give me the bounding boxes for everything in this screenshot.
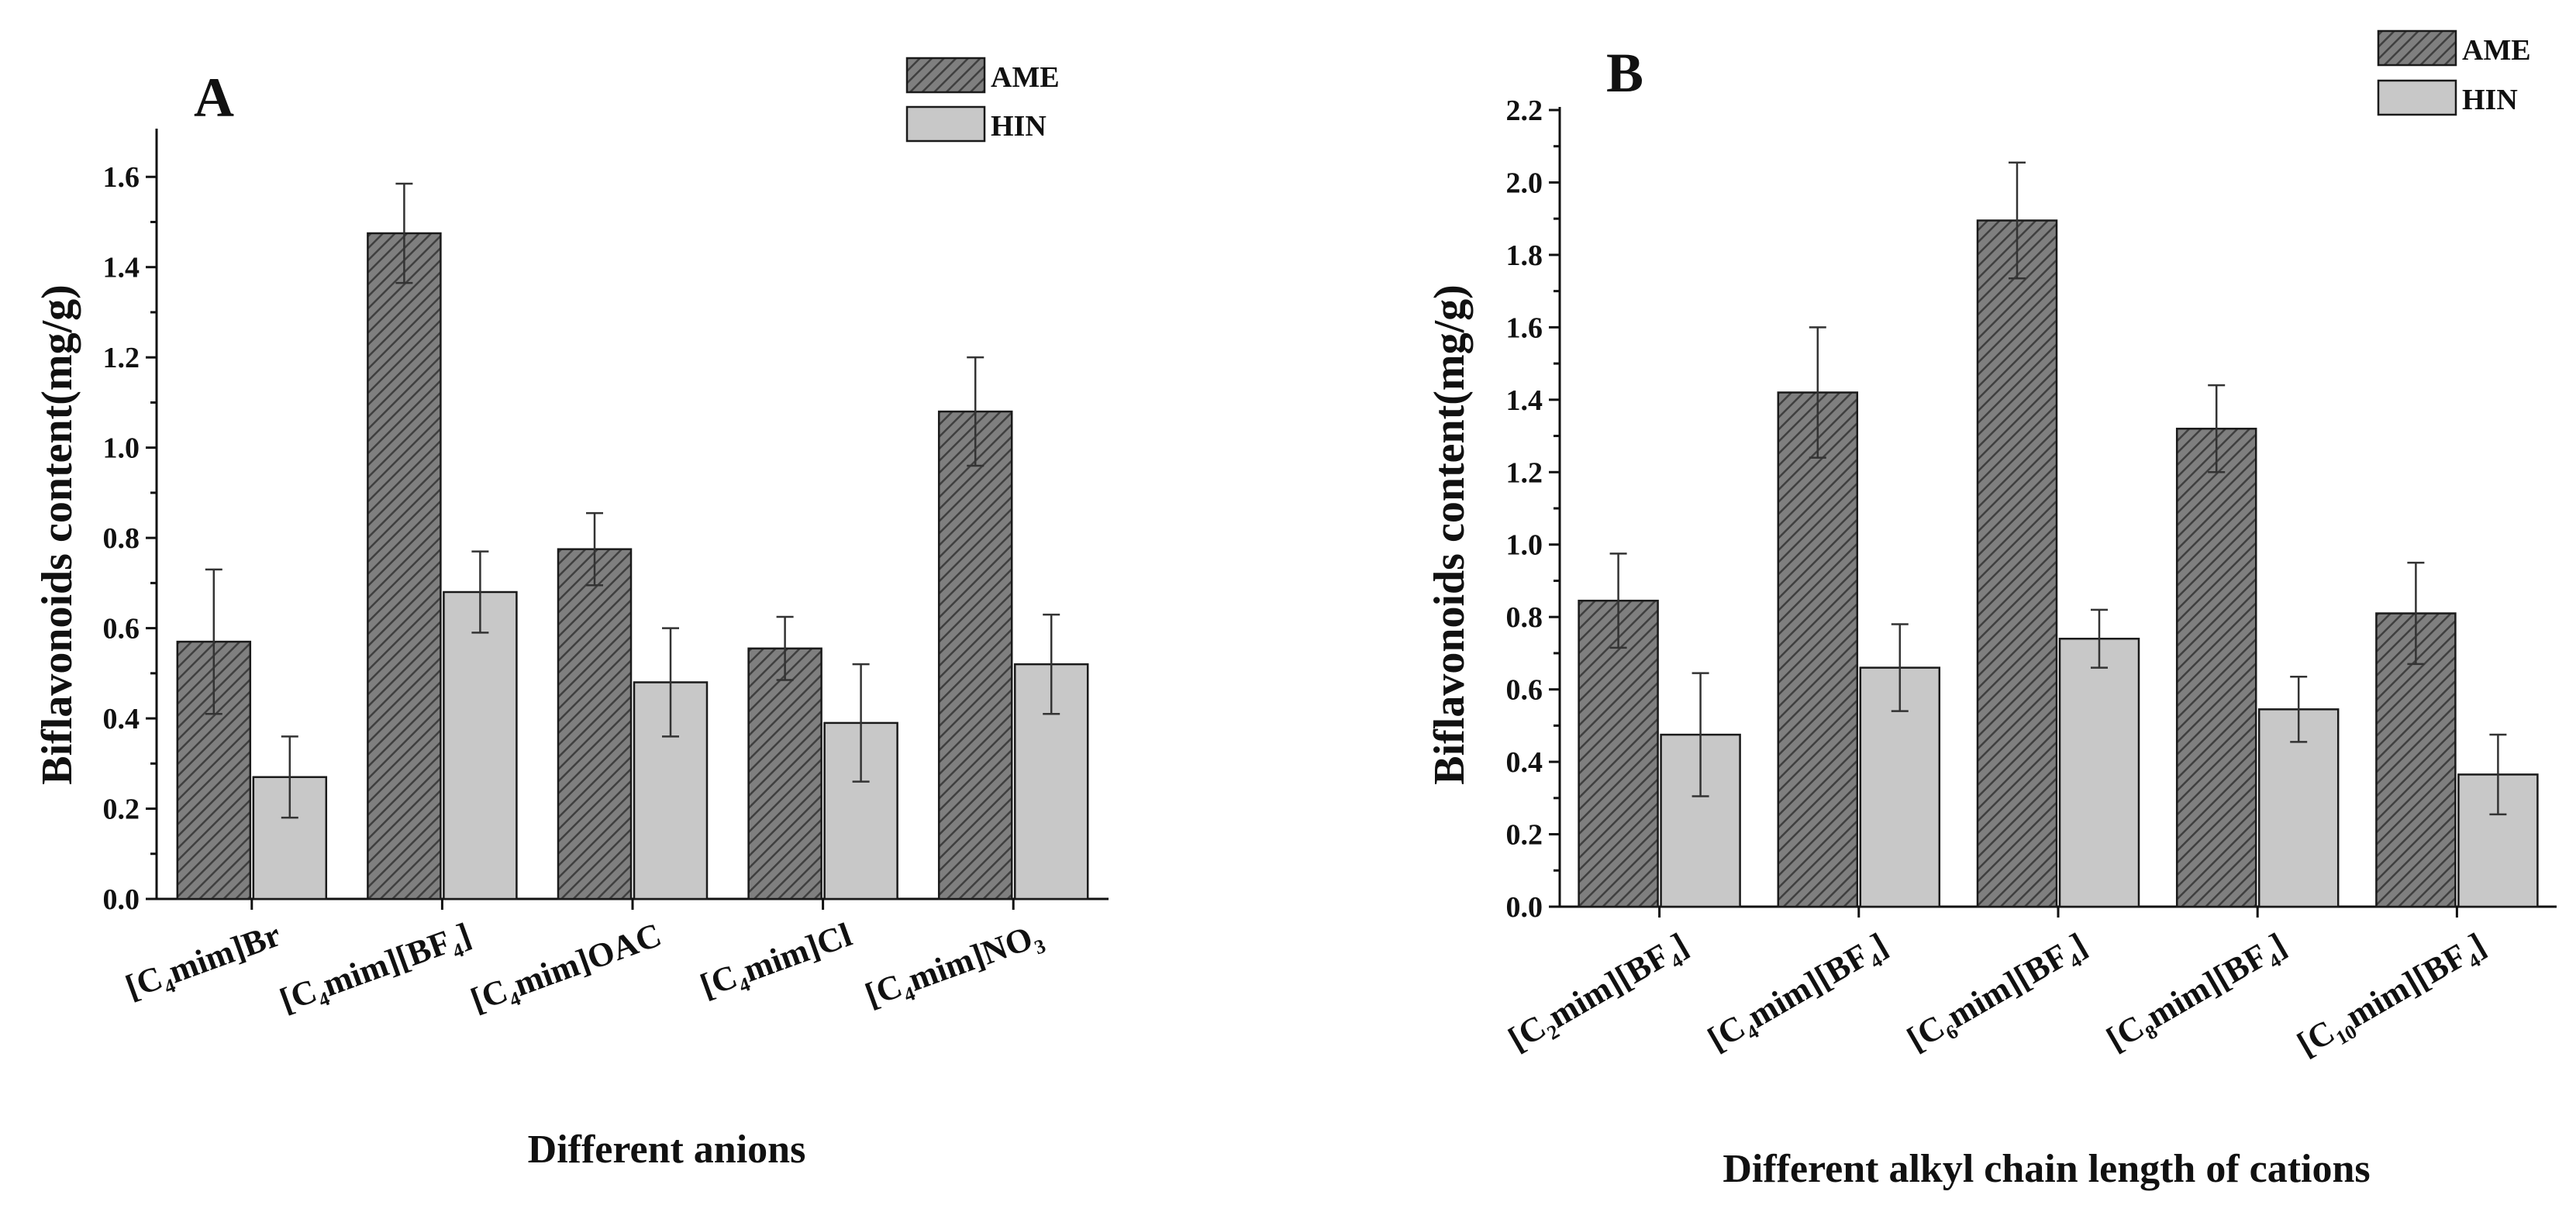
legend-label-hin-b: HIN — [2462, 84, 2518, 116]
x-tick-label-b: [C2​mim][BF4​] — [1502, 925, 1697, 1062]
bar-ame-a-1 — [367, 232, 442, 900]
y-tick-label-b: 0.0 — [1506, 891, 1543, 924]
y-tick-label-b: 1.8 — [1506, 239, 1543, 272]
legend-swatch-ame-a — [905, 57, 986, 94]
y-tick-label-a: 0.2 — [103, 794, 140, 826]
y-tick-label-a: 1.2 — [103, 342, 140, 374]
y-tick-label-b: 1.2 — [1506, 456, 1543, 489]
y-tick-label-b: 2.2 — [1506, 95, 1543, 127]
y-tick-label-a: 1.6 — [103, 161, 140, 194]
bar-ame-b-1 — [1777, 391, 1859, 908]
x-tick-label-a: [C4​mim]NO3​ — [860, 915, 1049, 1018]
x-tick-label-b: [C6​mim][BF4​] — [1901, 925, 2095, 1062]
y-tick-label-a: 0.6 — [103, 613, 140, 646]
legend-b: AME HIN — [2377, 29, 2531, 116]
bar-ame-a-3 — [747, 647, 822, 900]
legend-swatch-hin-b — [2377, 79, 2457, 116]
y-tick-label-b: 1.4 — [1506, 384, 1543, 417]
legend-label-hin-a: HIN — [991, 110, 1047, 143]
x-axis-title-a: Different anions — [528, 1128, 806, 1172]
y-tick-label-b: 1.6 — [1506, 312, 1543, 344]
bar-ame-b-2 — [1976, 219, 2058, 908]
bar-hin-a-1 — [443, 591, 518, 900]
y-tick-label-a: 0.8 — [103, 522, 140, 555]
y-tick-label-a: 0.4 — [103, 703, 140, 735]
y-tick-label-a: 1.0 — [103, 432, 140, 465]
y-tick-label-b: 0.8 — [1506, 601, 1543, 634]
bar-ame-a-2 — [557, 548, 633, 900]
legend-swatch-ame-b — [2377, 29, 2457, 67]
y-tick-label-a: 0.0 — [103, 883, 140, 916]
bar-ame-a-4 — [937, 410, 1013, 900]
y-axis-title-a: Biflavonoids content(mg/g) — [33, 284, 81, 785]
legend-a: AME HIN — [905, 57, 1060, 143]
y-tick-label-b: 0.2 — [1506, 819, 1543, 852]
y-tick-label-b: 1.0 — [1506, 529, 1543, 562]
panel-letter-b: B — [1606, 42, 1643, 104]
plot-area-b: 0.0 0.2 0.4 0.6 0.8 1.0 1.2 1.4 1.6 1.8 2.0 2.2 [C2​… — [1502, 95, 2557, 1067]
bar-ame-b-3 — [2175, 427, 2257, 908]
y-tick-label-a: 1.4 — [103, 252, 140, 284]
bar-hin-b-3 — [2257, 708, 2340, 908]
legend-label-ame-a: AME — [991, 61, 1060, 94]
x-tick-label-b: [C8​mim][BF4​] — [2100, 925, 2295, 1062]
x-tick-label-a: [C4​mim]OAC — [466, 915, 668, 1024]
x-tick-label-a: [C4​mim]Br — [121, 915, 288, 1011]
x-axis-title-b: Different alkyl chain length of cations — [1723, 1147, 2370, 1191]
legend-swatch-hin-a — [905, 105, 986, 143]
chart-panel-b: B Biflavonoids content(mg/g) Different a… — [1426, 29, 2557, 1191]
y-tick-label-b: 2.0 — [1506, 167, 1543, 199]
chart-panel-a: A Biflavonoids content(mg/g) Different a… — [33, 57, 1109, 1172]
legend-label-ame-b: AME — [2462, 34, 2531, 67]
y-axis-title-b: Biflavonoids content(mg/g) — [1426, 284, 1474, 785]
y-tick-label-b: 0.6 — [1506, 674, 1543, 707]
x-tick-label-a: [C4​mim][BF4​] — [274, 915, 477, 1024]
bar-hin-b-2 — [2058, 637, 2140, 908]
x-tick-label-b: [C4​mim][BF4​] — [1702, 925, 1896, 1062]
panel-letter-a: A — [194, 67, 234, 129]
plot-area-a: 0.00.20.40.60.81.01.21.41.6[C4​mim]Br[C4… — [103, 129, 1109, 1024]
y-tick-label-b: 0.4 — [1506, 746, 1543, 779]
x-tick-label-a: [C4​mim]Cl — [695, 915, 858, 1009]
x-tick-label-b: [C10​mim][BF4​] — [2291, 925, 2494, 1067]
